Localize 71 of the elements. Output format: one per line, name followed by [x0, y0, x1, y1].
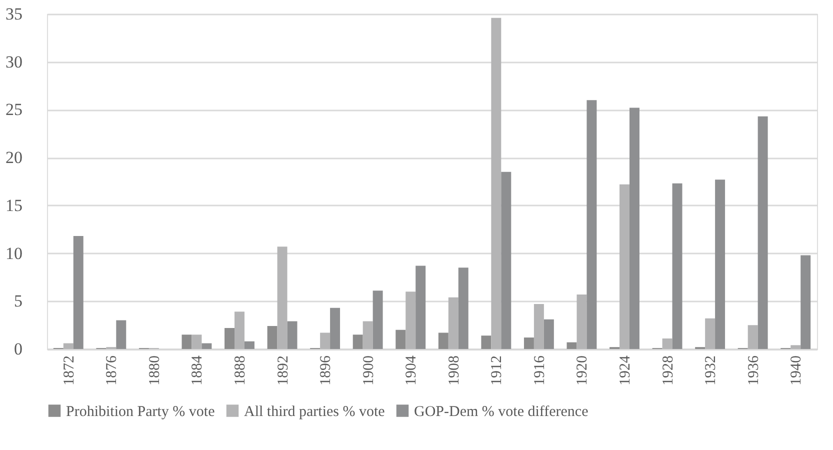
- x-tick-label: 1912: [489, 356, 506, 386]
- bar: [352, 334, 363, 349]
- bar: [576, 294, 587, 349]
- x-tick-label: 1900: [360, 356, 377, 386]
- bar: [458, 268, 468, 349]
- bar: [330, 308, 340, 349]
- x-tick-label: 1936: [746, 355, 762, 386]
- bar: [748, 325, 758, 349]
- x-tick-label: 1916: [532, 355, 548, 386]
- bar: [202, 343, 212, 349]
- bar: [448, 297, 458, 349]
- bar: [63, 343, 74, 349]
- bar: [629, 108, 640, 349]
- x-tick-label: 1904: [404, 355, 420, 386]
- bar: [672, 183, 682, 349]
- bar: [566, 342, 577, 349]
- legend-label: GOP-Dem % vote difference: [414, 404, 589, 420]
- bar: [267, 326, 278, 349]
- legend-label: Prohibition Party % vote: [66, 404, 216, 420]
- bar: [544, 319, 554, 349]
- bar: [705, 318, 716, 349]
- bar: [662, 338, 672, 349]
- y-tick-label: 35: [6, 4, 22, 24]
- x-tick-label: 1884: [190, 355, 206, 386]
- bar: [372, 290, 383, 349]
- x-tick-label: 1924: [618, 355, 634, 386]
- bar: [406, 292, 416, 349]
- y-tick-label: 20: [6, 148, 22, 168]
- bar: [501, 172, 512, 349]
- x-tick-label: 1880: [146, 356, 163, 386]
- x-tick-label: 1872: [61, 356, 78, 386]
- bar: [192, 334, 202, 349]
- x-tick-label: 1876: [104, 355, 120, 386]
- y-tick-label: 5: [14, 292, 22, 311]
- bar: [320, 332, 330, 349]
- bar: [116, 320, 126, 349]
- x-tick-label: 1940: [788, 356, 805, 386]
- x-tick-label: 1892: [275, 356, 292, 386]
- bar: [224, 328, 235, 349]
- bar: [800, 255, 811, 349]
- y-tick-label: 15: [6, 196, 22, 215]
- bar: [715, 180, 726, 349]
- x-tick-label: 1928: [660, 356, 676, 386]
- bar: [790, 345, 801, 349]
- y-tick-label: 30: [6, 52, 22, 72]
- bar: [182, 334, 192, 349]
- x-tick-label: 1932: [703, 356, 720, 386]
- x-tick-label: 1920: [574, 356, 591, 386]
- bar: [362, 321, 373, 349]
- bar: [758, 116, 768, 349]
- bar: [481, 336, 492, 349]
- bar: [234, 312, 244, 349]
- bar: [277, 246, 288, 349]
- legend-label: All third parties % vote: [244, 404, 386, 420]
- bar: [524, 338, 534, 349]
- bar: [244, 341, 254, 349]
- bar: [416, 266, 426, 349]
- x-tick-label: 1896: [318, 355, 334, 386]
- y-tick-label: 0: [14, 340, 22, 358]
- bar: [586, 100, 597, 349]
- x-tick-label: 1908: [446, 356, 462, 386]
- bar: [534, 304, 544, 349]
- bar: [396, 330, 406, 349]
- bar: [438, 332, 448, 349]
- bar: [491, 18, 502, 349]
- x-tick-label: 1888: [232, 356, 248, 386]
- bar: [287, 321, 298, 349]
- y-tick-label: 25: [6, 100, 22, 120]
- bar: [73, 236, 84, 349]
- bar: [620, 184, 630, 349]
- y-tick-label: 10: [6, 244, 22, 263]
